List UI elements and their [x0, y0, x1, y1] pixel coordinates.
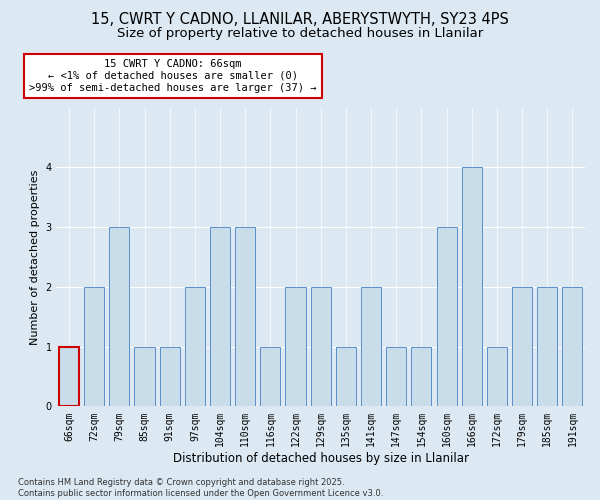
Bar — [134, 346, 155, 406]
Y-axis label: Number of detached properties: Number of detached properties — [30, 169, 40, 344]
Bar — [286, 287, 305, 406]
Bar — [537, 287, 557, 406]
Bar — [336, 346, 356, 406]
Bar — [185, 287, 205, 406]
Bar — [412, 346, 431, 406]
Bar — [109, 227, 130, 406]
Bar — [562, 287, 583, 406]
Bar — [386, 346, 406, 406]
Bar — [260, 346, 280, 406]
Text: 15, CWRT Y CADNO, LLANILAR, ABERYSTWYTH, SY23 4PS: 15, CWRT Y CADNO, LLANILAR, ABERYSTWYTH,… — [91, 12, 509, 28]
Bar — [311, 287, 331, 406]
Bar — [487, 346, 507, 406]
Bar — [361, 287, 381, 406]
Bar — [512, 287, 532, 406]
Text: Contains HM Land Registry data © Crown copyright and database right 2025.
Contai: Contains HM Land Registry data © Crown c… — [18, 478, 383, 498]
X-axis label: Distribution of detached houses by size in Llanilar: Distribution of detached houses by size … — [173, 452, 469, 465]
Bar — [235, 227, 255, 406]
Bar — [437, 227, 457, 406]
Bar — [210, 227, 230, 406]
Bar — [160, 346, 180, 406]
Bar — [461, 167, 482, 406]
Text: 15 CWRT Y CADNO: 66sqm
← <1% of detached houses are smaller (0)
>99% of semi-det: 15 CWRT Y CADNO: 66sqm ← <1% of detached… — [29, 60, 316, 92]
Text: Size of property relative to detached houses in Llanilar: Size of property relative to detached ho… — [117, 28, 483, 40]
Bar — [59, 346, 79, 406]
Bar — [84, 287, 104, 406]
